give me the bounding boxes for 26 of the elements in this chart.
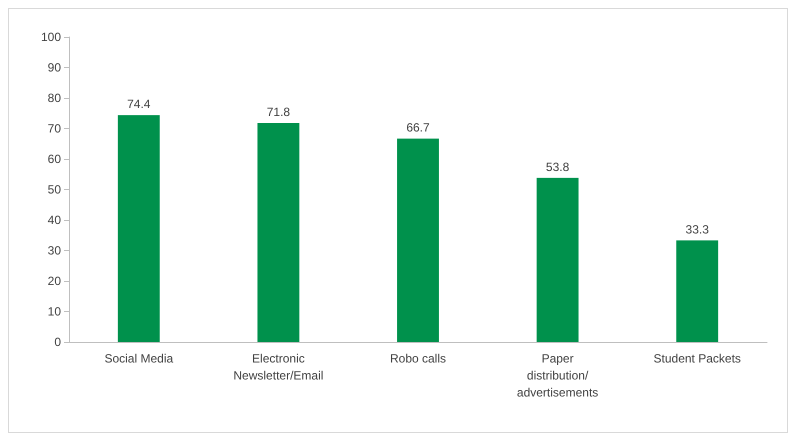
x-tick-label: Electronic Newsletter/Email <box>233 352 324 382</box>
x-tick-label: Robo calls <box>390 352 446 366</box>
y-tick-label: 40 <box>48 213 62 227</box>
y-tick-label: 50 <box>48 182 62 196</box>
data-label: 33.3 <box>686 222 710 236</box>
bar <box>118 115 160 342</box>
y-tick-label: 10 <box>48 304 62 318</box>
y-tick-label: 20 <box>48 274 62 288</box>
x-tick-label: Paper distribution/ advertisements <box>516 352 598 400</box>
y-tick-label: 30 <box>48 244 62 258</box>
bar <box>676 240 718 342</box>
bar <box>257 123 300 342</box>
data-label: 66.7 <box>406 120 430 135</box>
y-tick-label: 90 <box>48 60 62 74</box>
y-tick-label: 70 <box>48 122 62 136</box>
y-tick-label: 100 <box>40 30 62 44</box>
bar <box>536 178 579 342</box>
y-tick-label: 80 <box>48 91 62 105</box>
data-label: 53.8 <box>546 160 570 174</box>
x-tick-label: Student Packets <box>654 352 741 366</box>
y-tick-label: 0 <box>54 335 62 349</box>
data-label: 71.8 <box>266 105 290 120</box>
x-tick-label: Social Media <box>104 352 174 366</box>
data-label: 74.4 <box>127 97 151 112</box>
y-tick-label: 60 <box>48 152 62 166</box>
bar <box>397 138 439 342</box>
